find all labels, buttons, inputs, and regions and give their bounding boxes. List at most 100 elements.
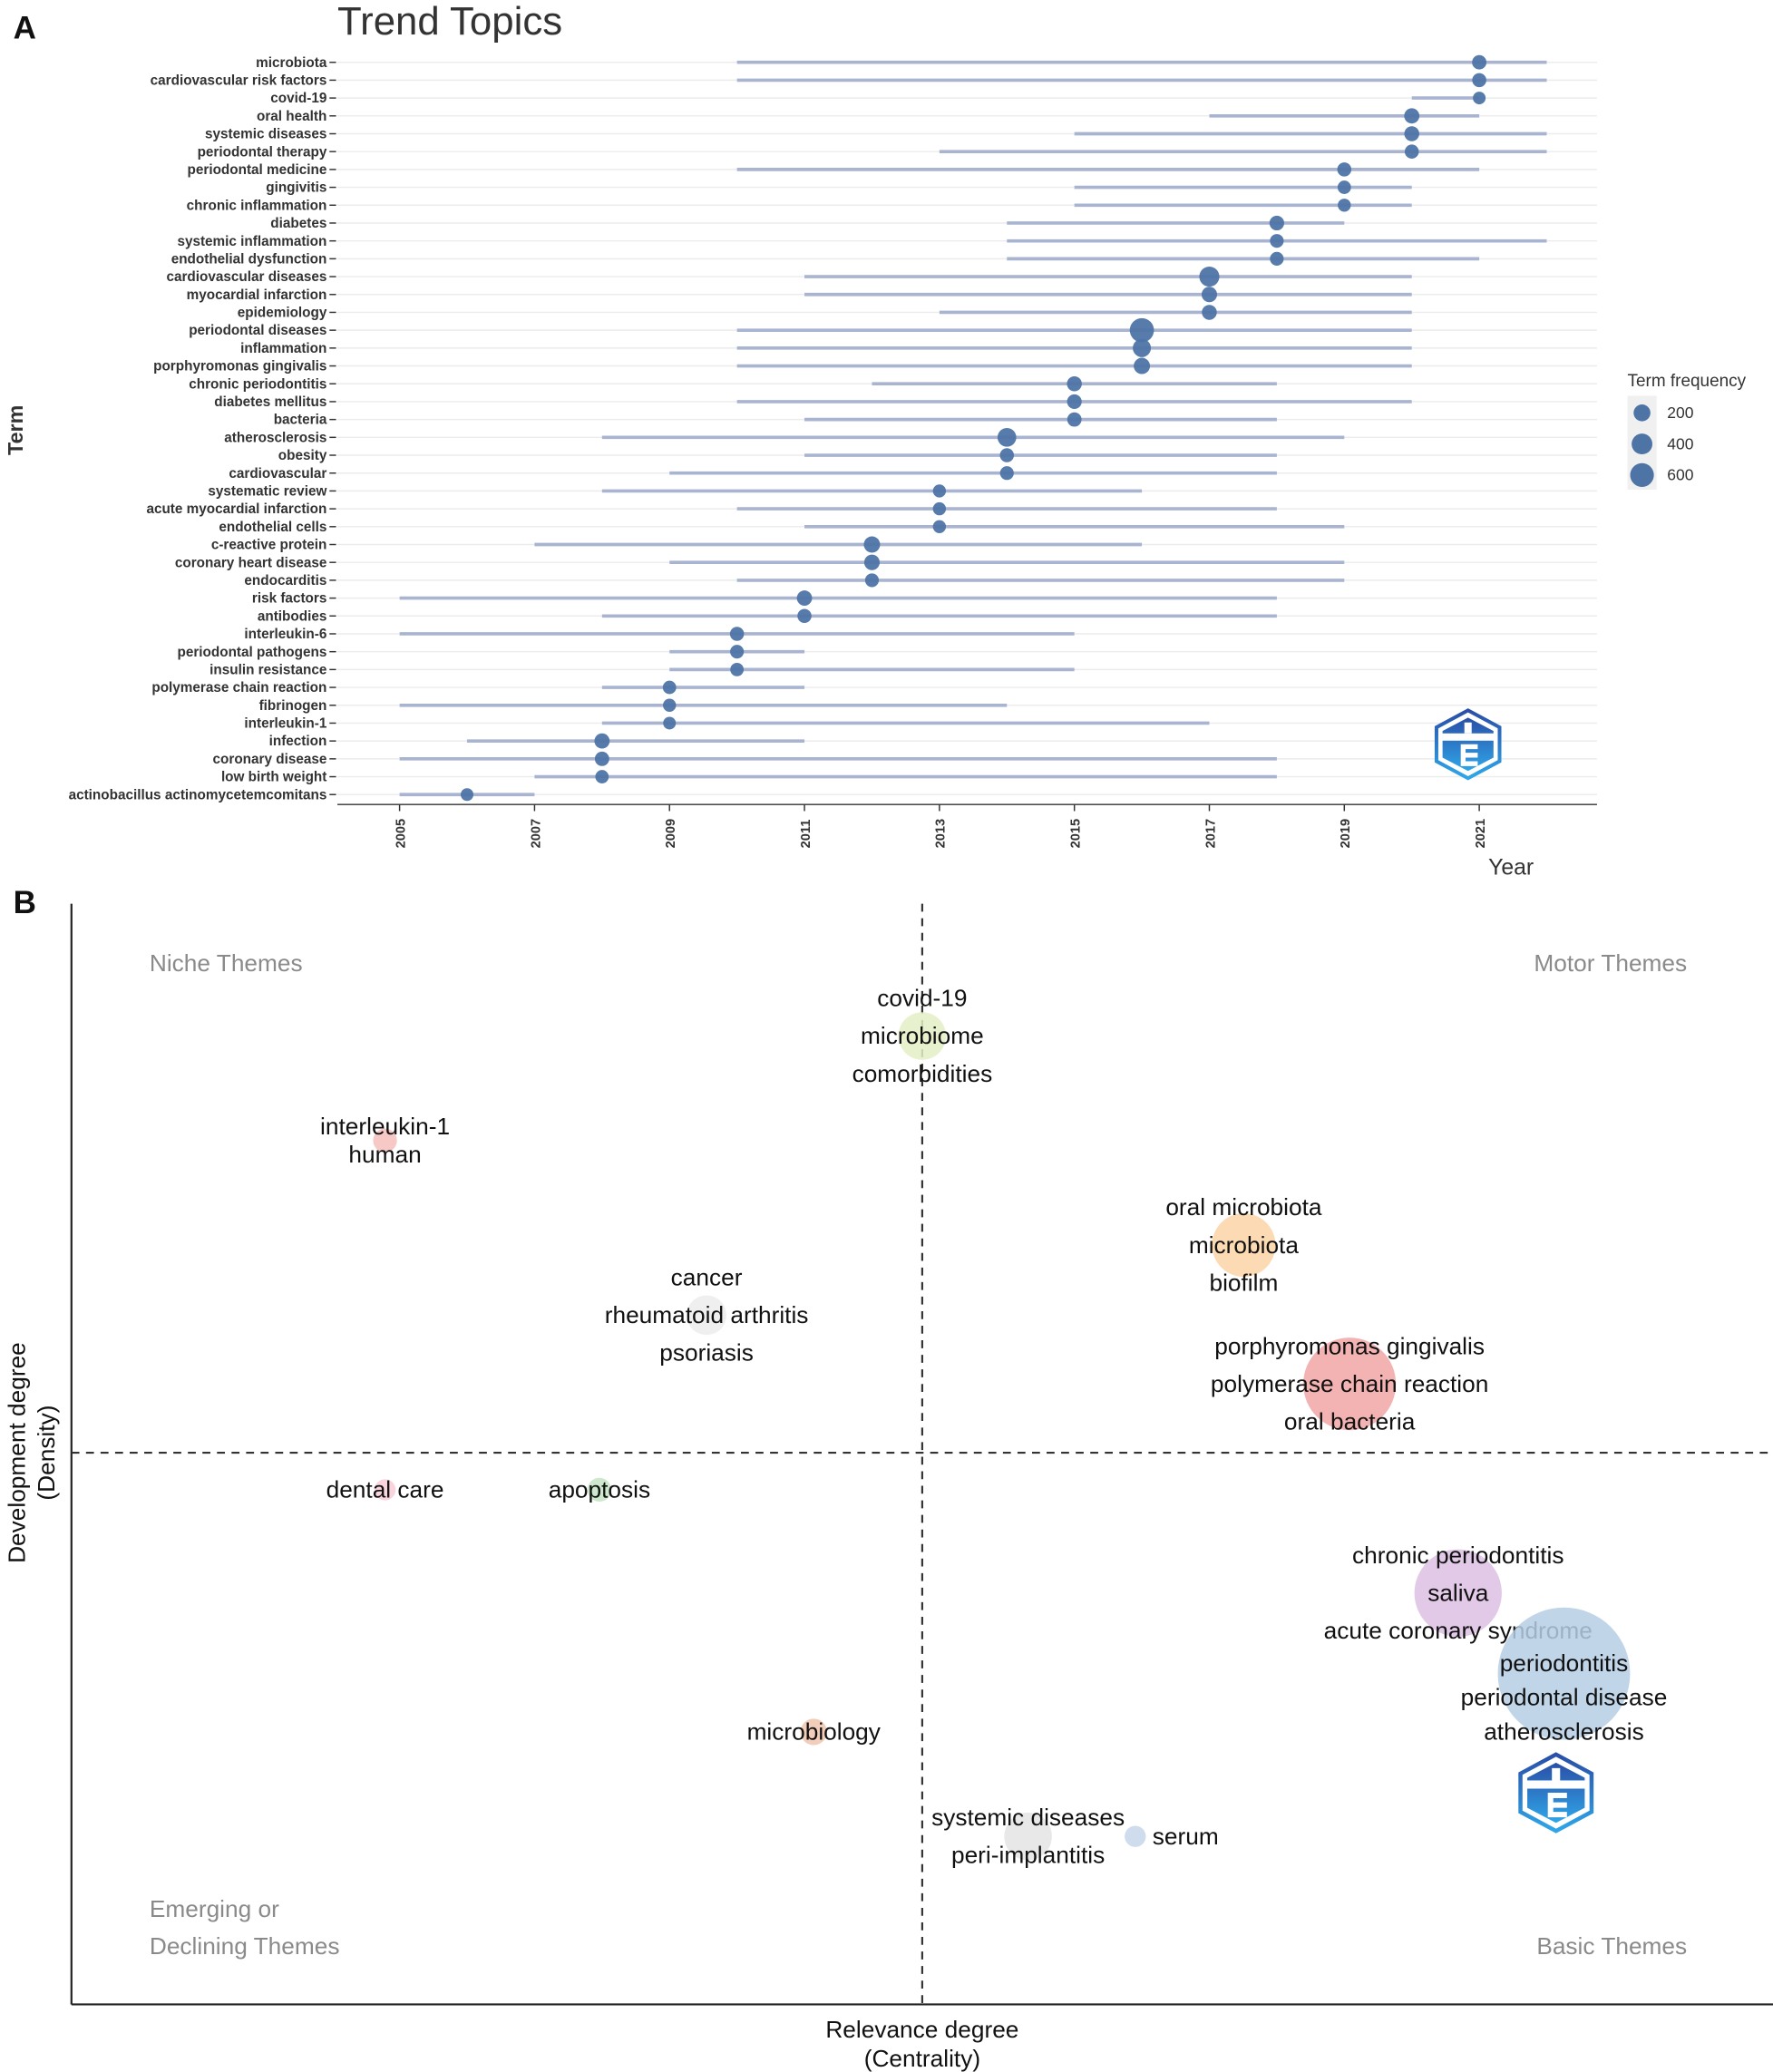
term-row: fibrinogen [259,698,1597,714]
legend-term-frequency: Term frequency 200 400 600 [1627,372,1747,490]
cluster-label: systemic diseases [931,1804,1125,1831]
median-year-point [1337,180,1351,194]
term-label: diabetes [270,216,326,231]
median-year-point [663,698,677,712]
theme-cluster: microbiology [747,1718,882,1746]
term-label: interleukin-1 [244,716,326,732]
term-row: bacteria [274,412,1597,428]
term-row: myocardial infarction [187,287,1597,303]
legend-label: 600 [1667,466,1693,484]
median-year-point [1199,266,1220,287]
panel-b-label: B [14,885,36,920]
term-label: coronary disease [213,752,327,767]
median-year-point [797,608,812,624]
quadrant-emerging-line1: Emerging or [150,1895,279,1922]
theme-cluster: cancer rheumatoid arthritis psoriasis [605,1264,809,1367]
term-row: endothelial cells [219,520,1597,535]
term-label: acute myocardial infarction [146,501,326,517]
theme-cluster: systemic diseases peri-implantitis [931,1804,1125,1869]
term-label: gingivitis [266,180,326,196]
median-year-point [1472,73,1486,88]
theme-cluster: dental care [326,1476,444,1503]
term-row: porphyromonas gingivalis [153,357,1597,375]
term-label: cardiovascular [229,466,326,482]
median-year-point [1270,251,1284,266]
cluster-label: microbiome [861,1022,984,1049]
term-label: antibodies [258,608,327,624]
cluster-label: biofilm [1209,1269,1278,1296]
legend-label: 400 [1667,434,1693,452]
term-label: periodontal therapy [198,144,327,160]
term-row: polymerase chain reaction [151,680,1597,696]
median-year-point [997,427,1017,447]
term-row: systematic review [208,484,1597,500]
term-row: c-reactive protein [211,536,1597,553]
panel-a-label: A [14,10,36,45]
term-row: diabetes [270,215,1597,231]
cluster-bubble [1414,1549,1502,1637]
x-axis-ticks: 2005 2007 2009 2011 2013 2015 2017 2019 2021 [394,804,1488,848]
term-label: periodontal diseases [189,323,326,338]
term-label: bacteria [274,413,327,428]
cluster-bubble [373,1128,397,1153]
median-year-point [1270,234,1284,248]
x-axis-title-line1: Relevance degree [825,2016,1018,2043]
term-row: chronic inflammation [187,198,1597,213]
cluster-bubble [1212,1213,1276,1278]
term-label: microbiota [256,55,327,71]
term-label: risk factors [252,591,326,607]
term-row: inflammation [240,338,1597,357]
cluster-label: oral microbiota [1165,1193,1322,1221]
term-label: oral health [257,109,326,124]
cluster-label: microbiota [1189,1231,1299,1259]
term-row: gingivitis [266,180,1597,196]
median-year-point [1067,412,1082,427]
term-row: periodontal pathogens [177,645,1597,660]
term-label: coronary heart disease [175,555,327,570]
term-label: polymerase chain reaction [151,680,326,696]
x-tick-label: 2011 [799,820,813,849]
cluster-label: human [348,1141,421,1168]
median-year-point [730,645,745,659]
median-year-point [999,466,1014,481]
x-tick-label: 2021 [1474,819,1488,848]
term-row: cardiovascular risk factors [151,73,1597,89]
term-row: interleukin-6 [244,627,1597,642]
median-year-point [730,662,745,676]
legend-label: 200 [1667,404,1693,422]
theme-cluster: serum [1125,1823,1219,1850]
term-label: actinobacillus actinomycetemcomitans [69,787,327,803]
median-year-point [999,448,1015,462]
term-label: cardiovascular diseases [166,269,326,285]
median-year-point [595,770,609,783]
term-row: interleukin-1 [244,716,1597,732]
median-year-point [863,536,881,553]
cluster-bubble [1004,1812,1052,1861]
theme-cluster: apoptosis [549,1476,650,1503]
term-label: cardiovascular risk factors [151,73,327,89]
term-label: periodontal medicine [188,162,327,178]
median-year-point [729,627,745,641]
cluster-label: periodontal disease [1461,1684,1668,1711]
median-year-point [662,680,677,695]
cluster-label: microbiology [747,1718,882,1746]
x-tick-label: 2013 [934,819,949,848]
median-year-point [863,554,881,570]
term-row: systemic inflammation [177,234,1597,249]
term-label: systematic review [208,484,326,500]
term-label: porphyromonas gingivalis [153,359,326,375]
cluster-label: comorbidities [852,1060,993,1087]
theme-cluster: periodontitis periodontal disease atherosc… [1461,1607,1668,1746]
term-row: endothelial dysfunction [171,251,1597,267]
quadrant-basic-themes: Basic Themes [1536,1932,1687,1960]
theme-cluster: covid-19 microbiome comorbidities [852,985,993,1087]
term-row: atherosclerosis [224,427,1597,447]
x-axis-title-line2: (Centrality) [864,2045,980,2072]
bibliometrix-logo-icon [1437,710,1500,778]
term-row: coronary heart disease [175,554,1597,570]
x-axis-title-year: Year [1488,856,1534,880]
y-axis-title-line1: Development degree [4,1342,31,1563]
cluster-bubble [1125,1825,1146,1847]
trend-rows: microbiota cardiovascular risk factors cov… [69,54,1597,803]
